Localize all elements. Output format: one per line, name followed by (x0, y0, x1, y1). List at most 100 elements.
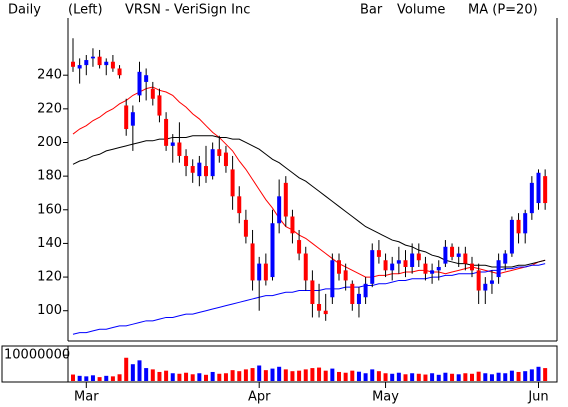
volume-bar (376, 371, 381, 381)
y-tick-label: 120 (37, 270, 62, 285)
volume-bar (390, 373, 395, 381)
volume-bar (137, 360, 142, 381)
volume-bar (71, 374, 75, 381)
volume-bar (290, 371, 295, 381)
candle-body (363, 283, 368, 298)
volume-bar (503, 373, 508, 381)
candle-body (277, 196, 282, 224)
volume-bar (430, 373, 435, 381)
candle-body (257, 263, 262, 281)
volume-bar (456, 374, 461, 381)
candle-body (150, 88, 155, 99)
volume-bar (197, 373, 202, 381)
volume-bar (403, 374, 408, 381)
candle-body (543, 176, 548, 204)
volume-bar (144, 368, 149, 381)
candle-body (217, 149, 222, 156)
candle-body (303, 253, 308, 281)
volume-bar (164, 370, 169, 381)
candle-body (489, 280, 494, 284)
candle-body (376, 250, 381, 257)
y-tick-label: 180 (37, 169, 62, 184)
volume-bar (150, 369, 155, 381)
candle-body (516, 219, 521, 234)
volume-bar (496, 372, 501, 381)
volume-bar (310, 368, 315, 381)
volume-bar (337, 371, 341, 381)
candle-body (90, 56, 95, 59)
candle-body (430, 270, 435, 274)
candle-body (237, 196, 242, 214)
candle-body (436, 266, 441, 271)
candle-body (204, 166, 208, 177)
volume-bar (343, 372, 348, 381)
volume-bar (450, 373, 455, 381)
candle-body (290, 216, 295, 234)
volume-bar (317, 367, 322, 381)
volume-bar (157, 371, 162, 381)
legend-bar: Bar (360, 3, 383, 18)
volume-bar (110, 376, 115, 381)
candle-body (243, 219, 248, 237)
volume-bar (97, 377, 102, 381)
volume-bar (257, 365, 262, 381)
candle-body (297, 240, 302, 254)
candle-body (210, 149, 215, 177)
candle-body (177, 142, 182, 156)
candle-body (350, 283, 355, 304)
volume-bar (463, 373, 468, 381)
candle-body (383, 260, 388, 271)
volume-bar (250, 368, 255, 381)
candle-body (370, 250, 375, 284)
x-tick-label: Apr (248, 390, 271, 405)
legend-ma: MA (P=20) (468, 3, 538, 18)
y-tick-label: 160 (37, 202, 62, 217)
candle-body (463, 253, 468, 264)
volume-bar (204, 374, 208, 381)
volume-bar (177, 373, 182, 381)
volume-bar (77, 375, 82, 381)
candle-body (144, 75, 149, 82)
volume-bar (117, 374, 122, 381)
candle-body (77, 65, 82, 69)
chart-title: VRSN - VeriSign Inc (125, 3, 250, 18)
volume-bar (130, 364, 135, 381)
candle-body (523, 213, 528, 234)
candle-body (164, 118, 169, 146)
volume-bar (363, 373, 368, 381)
volume-bar (323, 370, 328, 381)
volume-bar (483, 373, 488, 381)
candle-body (130, 112, 135, 126)
moving-average-line (72, 263, 546, 335)
moving-average-line (72, 86, 546, 278)
candle-body (190, 166, 195, 173)
volume-bar (270, 368, 275, 381)
volume-bar (536, 366, 541, 381)
volume-bar (243, 369, 248, 381)
volume-bar (470, 373, 474, 381)
volume-bar (516, 371, 521, 381)
candle-body (197, 162, 202, 177)
candle-body (310, 280, 315, 304)
candle-body (410, 253, 415, 267)
y-tick-label: 140 (37, 236, 62, 251)
candle-body (470, 263, 474, 271)
volume-bar (476, 371, 481, 381)
volume-bar (436, 374, 441, 381)
legend-volume: Volume (397, 3, 445, 18)
volume-bar (184, 372, 189, 381)
volume-bar (210, 371, 215, 381)
candle-body (323, 310, 328, 315)
volume-bar (489, 374, 494, 381)
volume-bar (237, 371, 242, 381)
volume-bar (283, 369, 288, 381)
candle-body (317, 303, 322, 311)
candle-body (330, 260, 335, 298)
volume-bar (90, 375, 95, 381)
y-tick-label: 220 (37, 101, 62, 116)
candle-body (536, 172, 541, 204)
volume-bar (529, 369, 534, 381)
period-label: Daily (8, 3, 41, 18)
candle-body (403, 260, 408, 267)
